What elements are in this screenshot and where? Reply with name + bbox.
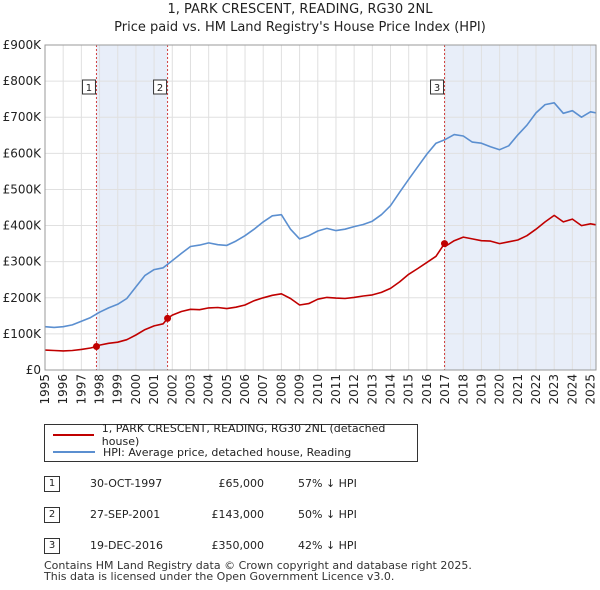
chart-subtitle: Price paid vs. HM Land Registry's House …: [114, 20, 486, 35]
sale-marker-box: [81, 79, 96, 95]
sale-number-badge: 2: [44, 507, 60, 523]
x-tick-label: 2003: [183, 374, 197, 405]
y-tick-label: £0: [26, 363, 41, 377]
sale-hpi-comparison: 42% ↓ HPI: [298, 539, 357, 552]
footer-line-copyright: Contains HM Land Registry data © Crown c…: [44, 559, 472, 572]
sale-number-badge: 1: [44, 476, 60, 492]
sale-price: £143,000: [211, 508, 265, 521]
x-tick-label: 2008: [274, 374, 288, 405]
x-tick-label: 2011: [329, 374, 343, 405]
footer-attribution: Contains HM Land Registry data © Crown c…: [44, 560, 472, 582]
sale-marker-label: 2: [157, 83, 163, 94]
plot-frame: [44, 44, 597, 371]
footer-line-licence: This data is licensed under the Open Gov…: [44, 570, 395, 583]
x-tick-label: 1999: [111, 374, 125, 405]
x-tick-label: 2000: [129, 374, 143, 405]
y-tick-label: £500K: [3, 182, 43, 196]
x-tick-label: 2005: [220, 374, 234, 405]
x-tick-label: 2002: [165, 374, 179, 405]
y-tick-label: £600K: [3, 146, 43, 160]
legend-item-hpi: HPI: Average price, detached house, Read…: [53, 444, 351, 460]
x-tick-label: 2004: [202, 374, 216, 405]
y-tick-label: £900K: [3, 38, 43, 52]
sale-marker-label: 3: [434, 83, 440, 94]
sale-hpi-comparison: 50% ↓ HPI: [298, 508, 357, 521]
shaded-region: [444, 45, 596, 370]
x-tick-label: 2010: [311, 374, 325, 405]
sale-date: 30-OCT-1997: [90, 477, 163, 490]
sale-price: £65,000: [218, 477, 265, 490]
sale-marker-label: 1: [86, 83, 92, 94]
y-tick-label: £300K: [3, 255, 43, 269]
x-tick-label: 2014: [384, 374, 398, 405]
y-tick-label: £400K: [3, 219, 43, 233]
x-tick-label: 2012: [347, 374, 361, 405]
y-tick-label: £700K: [3, 110, 43, 124]
property-series-line: [44, 214, 597, 352]
legend-swatch-property: [53, 434, 94, 436]
sale-point: [441, 240, 449, 248]
price-chart: £0 £100K £200K £300K £400K £500K £600K £700K £80…: [3, 38, 598, 405]
sale-marker-box: [153, 79, 168, 95]
x-tick-label: 2022: [529, 374, 543, 405]
legend-label-hpi: HPI: Average price, detached house, Read…: [103, 445, 352, 459]
x-tick-label: 2024: [565, 374, 579, 405]
x-tick-label: 1998: [93, 374, 107, 405]
x-tick-label: 2017: [438, 374, 452, 405]
y-tick-label: £800K: [3, 74, 43, 88]
x-tick-label: 2015: [402, 374, 416, 405]
sale-point: [92, 343, 100, 351]
x-tick-label: 1997: [74, 374, 88, 405]
x-tick-label: 2013: [365, 374, 379, 405]
sale-row: 3 19-DEC-2016 £350,000 42% ↓ HPI: [44, 535, 464, 557]
sale-date: 19-DEC-2016: [90, 539, 164, 552]
chart-title: 1, PARK CRESCENT, READING, RG30 2NL: [167, 2, 433, 17]
x-tick-label: 2007: [256, 374, 270, 405]
legend-swatch-hpi: [53, 451, 95, 453]
x-tick-label: 2019: [474, 374, 488, 405]
sale-row: 2 27-SEP-2001 £143,000 50% ↓ HPI: [44, 504, 464, 526]
hpi-series-line: [44, 102, 597, 329]
x-tick-label: 2021: [511, 374, 525, 405]
chart-legend: 1, PARK CRESCENT, READING, RG30 2NL (det…: [44, 422, 418, 462]
x-tick-label: 2025: [584, 374, 598, 405]
y-tick-label: £200K: [3, 291, 43, 305]
shaded-region: [96, 45, 168, 370]
sale-row: 1 30-OCT-1997 £65,000 57% ↓ HPI: [44, 473, 464, 495]
x-tick-label: 2018: [456, 374, 470, 405]
x-tick-label: 2006: [238, 374, 252, 405]
sale-hpi-comparison: 57% ↓ HPI: [298, 477, 357, 490]
legend-item-property: 1, PARK CRESCENT, READING, RG30 2NL (det…: [53, 422, 417, 448]
y-tick-label: £100K: [3, 327, 43, 341]
sale-point: [164, 314, 172, 322]
x-tick-label: 1995: [38, 374, 52, 405]
sale-price: £350,000: [211, 539, 265, 552]
x-tick-label: 2009: [293, 374, 307, 405]
x-tick-label: 1996: [56, 374, 70, 405]
legend-label-property: 1, PARK CRESCENT, READING, RG30 2NL (det…: [101, 422, 386, 448]
x-tick-label: 2020: [493, 374, 507, 405]
x-tick-label: 2001: [147, 374, 161, 405]
sale-marker-box: [430, 79, 445, 95]
x-tick-label: 2016: [420, 374, 434, 405]
x-tick-label: 2023: [547, 374, 561, 405]
sale-date: 27-SEP-2001: [90, 508, 161, 521]
sale-number-badge: 3: [44, 538, 60, 554]
